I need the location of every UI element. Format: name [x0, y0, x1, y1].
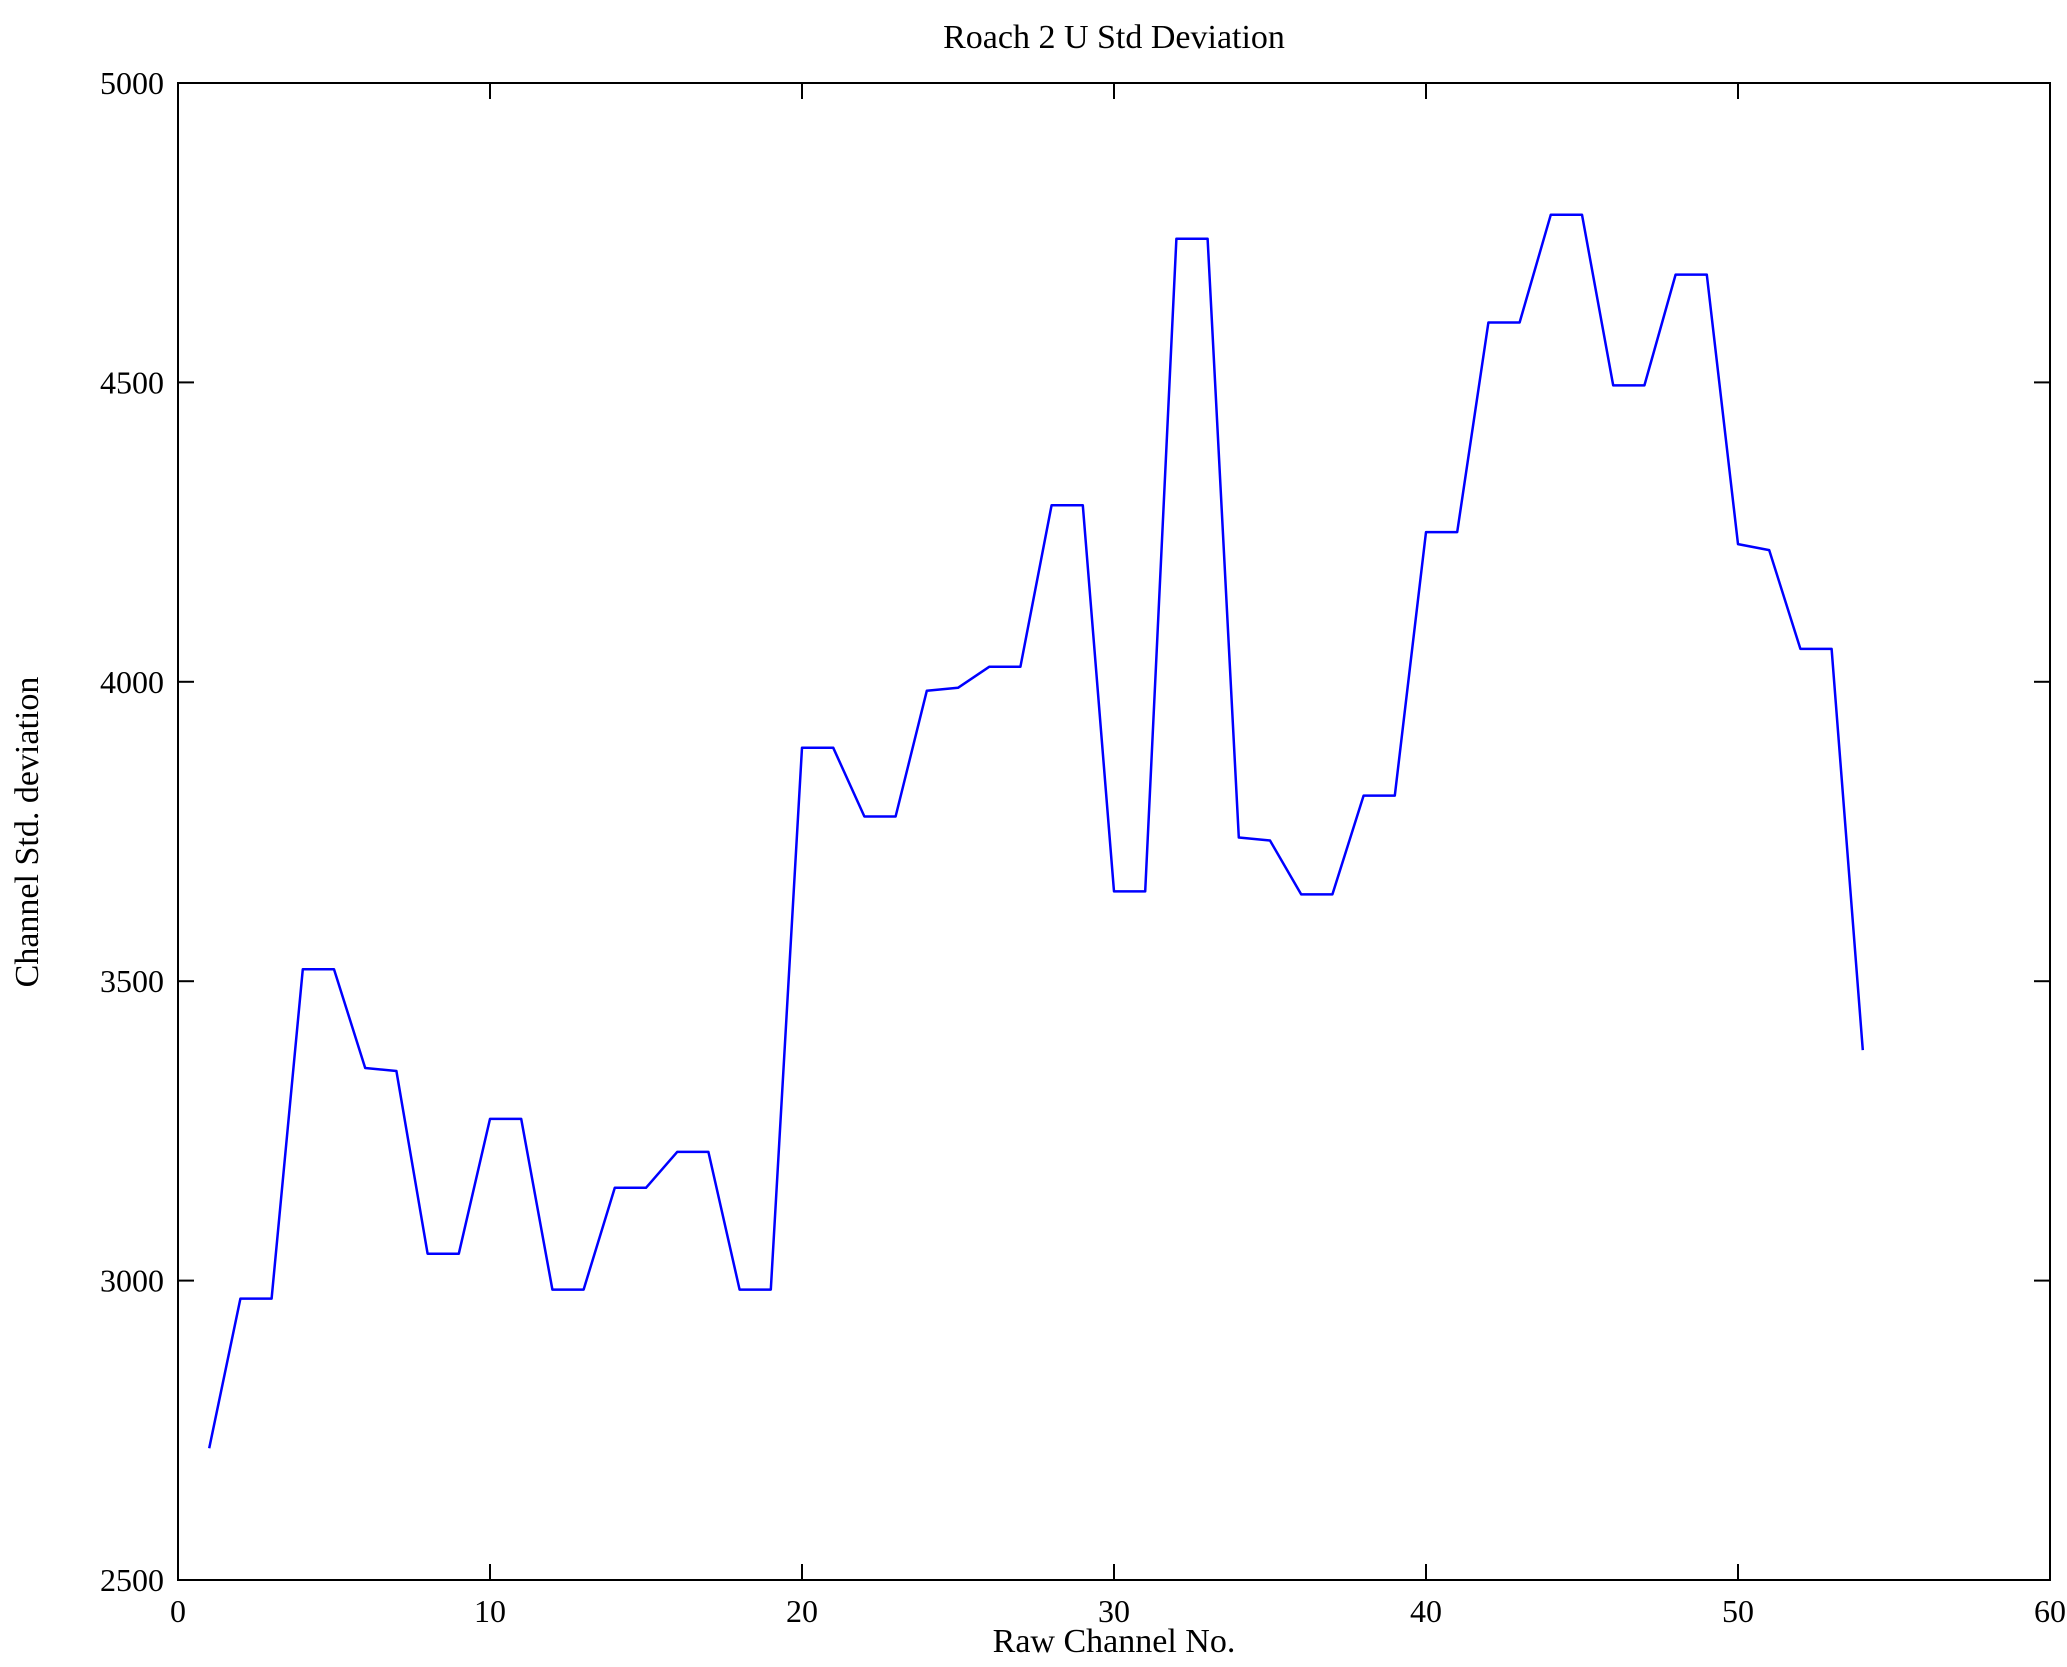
x-tick-label: 50: [1722, 1593, 1754, 1629]
x-tick-label: 40: [1410, 1593, 1442, 1629]
y-axis-label: Channel Std. deviation: [9, 677, 46, 988]
y-tick-label: 5000: [100, 65, 164, 101]
axis-ticks: [177, 82, 2051, 1581]
std-deviation-line: [207, 213, 1865, 1449]
data-series: [207, 213, 1865, 1449]
x-tick-label: 20: [786, 1593, 818, 1629]
y-tick-label: 4000: [100, 664, 164, 700]
y-tick-label: 4500: [100, 364, 164, 400]
plot-area-frame: [177, 82, 2051, 1581]
y-tick-label: 3000: [100, 1263, 164, 1299]
x-axis-tick-labels: 0 10 20 30 40 50 60: [170, 1593, 2066, 1629]
y-axis-tick-labels: 2500 3000 3500 4000 4500 5000: [100, 65, 164, 1598]
chart-title: Roach 2 U Std Deviation: [943, 19, 1285, 56]
y-tick-label: 3500: [100, 963, 164, 999]
x-tick-label: 30: [1098, 1593, 1130, 1629]
x-tick-label: 10: [474, 1593, 506, 1629]
x-axis-label: Raw Channel No.: [993, 1623, 1236, 1660]
x-tick-label: 60: [2034, 1593, 2066, 1629]
x-tick-label: 0: [170, 1593, 186, 1629]
y-tick-label: 2500: [100, 1562, 164, 1598]
